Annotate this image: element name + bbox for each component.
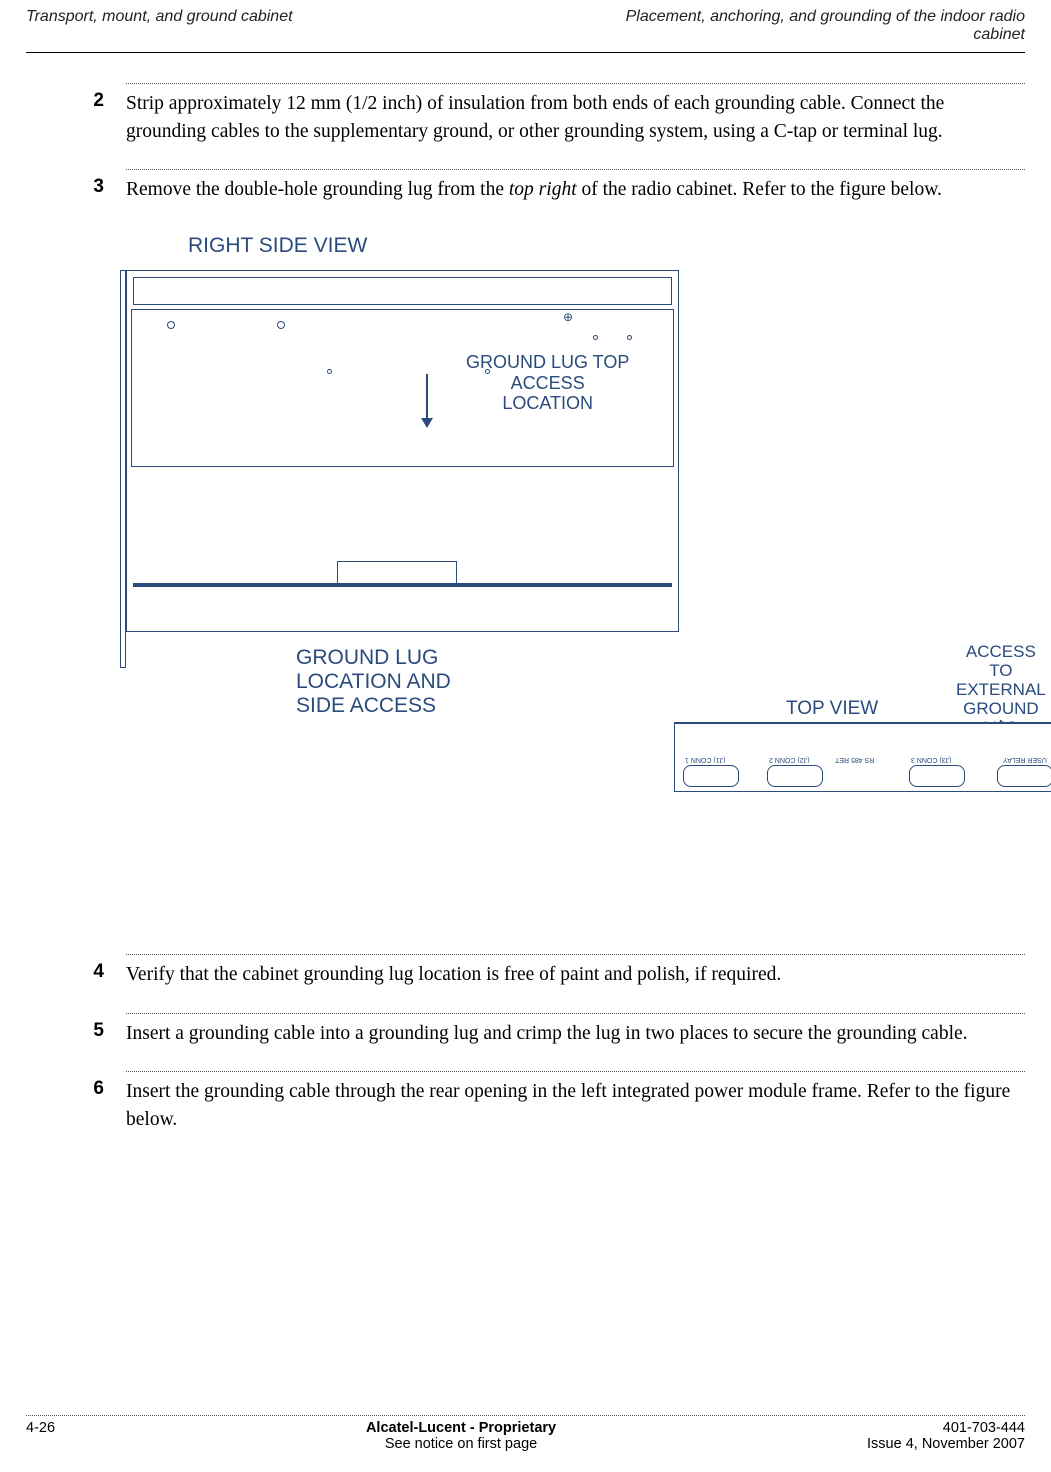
- footer-right-l1: 401-703-444: [943, 1420, 1025, 1436]
- footer-right: 401-703-444 Issue 4, November 2007: [867, 1420, 1025, 1452]
- content-area: 2 Strip approximately 12 mm (1/2 inch) o…: [0, 53, 1051, 1134]
- connector-relay: [997, 765, 1051, 787]
- hole-dot: [277, 321, 285, 329]
- arrow-down-icon: [426, 374, 428, 426]
- footer-rule: [26, 1415, 1025, 1416]
- step-divider: [126, 954, 1025, 955]
- step-text: Strip approximately 12 mm (1/2 inch) of …: [126, 90, 1025, 145]
- step-3: 3 Remove the double-hole grounding lug f…: [26, 176, 1025, 204]
- step-2: 2 Strip approximately 12 mm (1/2 inch) o…: [26, 90, 1025, 145]
- connector-label: (J2) CONN 2: [769, 756, 809, 763]
- right-side-view-box: ⊕: [126, 270, 679, 632]
- lbl-l1: ACCESS TO: [966, 642, 1036, 680]
- connector-label: (J1) CONN 1: [685, 756, 725, 763]
- side-base: [133, 583, 672, 587]
- header-right-l1: Placement, anchoring, and grounding of t…: [626, 8, 1025, 25]
- page-header: Transport, mount, and ground cabinet Pla…: [0, 0, 1051, 44]
- step-number: 3: [26, 176, 126, 204]
- top-view-box: (J1) CONN 1 (J2) CONN 2 RS 485 RET (J3) …: [674, 722, 1051, 792]
- footer-page-number: 4-26: [26, 1420, 55, 1436]
- step-divider: [126, 169, 1025, 170]
- cross-dot: ⊕: [563, 313, 572, 322]
- lbl-l3: SIDE ACCESS: [296, 694, 436, 717]
- step-number: 2: [26, 90, 126, 145]
- connector-j1: [683, 765, 739, 787]
- label-ground-lug-top: GROUND LUG TOP ACCESS LOCATION: [466, 352, 629, 414]
- step-6: 6 Insert the grounding cable through the…: [26, 1078, 1025, 1133]
- footer-center: Alcatel-Lucent - Proprietary See notice …: [366, 1420, 556, 1452]
- footer-row: 4-26 Alcatel-Lucent - Proprietary See no…: [26, 1420, 1025, 1452]
- header-right: Placement, anchoring, and grounding of t…: [626, 8, 1025, 44]
- step-4: 4 Verify that the cabinet grounding lug …: [26, 961, 1025, 989]
- connector-label: USER RELAY: [1003, 756, 1047, 763]
- step-text: Insert a grounding cable into a groundin…: [126, 1020, 1025, 1048]
- step-text: Verify that the cabinet grounding lug lo…: [126, 961, 1025, 989]
- lbl-l1: GROUND LUG: [296, 646, 438, 669]
- step-divider: [126, 83, 1025, 84]
- lbl-l2: LOCATION AND: [296, 670, 451, 693]
- lbl-l1: GROUND LUG TOP: [466, 352, 629, 372]
- step-number: 4: [26, 961, 126, 989]
- lbl-l3: GROUND: [963, 699, 1039, 718]
- step-number: 5: [26, 1020, 126, 1048]
- step-5: 5 Insert a grounding cable into a ground…: [26, 1020, 1025, 1048]
- lbl-l2: EXTERNAL: [956, 680, 1046, 699]
- side-top-strip: [133, 277, 672, 305]
- figure-title: RIGHT SIDE VIEW: [188, 234, 367, 258]
- step-number: 6: [26, 1078, 126, 1133]
- figure-ground-lug: RIGHT SIDE VIEW ⊕ GROUND LUG TOP ACCESS …: [126, 234, 1025, 914]
- step-text: Insert the grounding cable through the r…: [126, 1078, 1025, 1133]
- connector-label: (J3) CONN 3: [911, 756, 951, 763]
- label-ground-lug-side: GROUND LUG LOCATION AND SIDE ACCESS: [296, 646, 451, 718]
- lbl-l2: ACCESS: [511, 373, 585, 393]
- label-top-view: TOP VIEW: [786, 698, 878, 720]
- footer-center-l2: See notice on first page: [385, 1436, 537, 1452]
- step-3-post: of the radio cabinet. Refer to the figur…: [577, 179, 942, 200]
- connector-j2: [767, 765, 823, 787]
- step-text: Remove the double-hole grounding lug fro…: [126, 176, 1025, 204]
- footer-center-l1: Alcatel-Lucent - Proprietary: [366, 1420, 556, 1436]
- step-divider: [126, 1013, 1025, 1014]
- header-right-l2: cabinet: [973, 26, 1025, 43]
- connector-j3: [909, 765, 965, 787]
- side-shelf: [337, 561, 457, 585]
- step-3-em: top right: [509, 179, 577, 200]
- header-left: Transport, mount, and ground cabinet: [26, 8, 293, 44]
- step-divider: [126, 1071, 1025, 1072]
- hole-dot: [167, 321, 175, 329]
- footer-right-l2: Issue 4, November 2007: [867, 1436, 1025, 1452]
- lbl-l3: LOCATION: [502, 393, 593, 413]
- step-3-pre: Remove the double-hole grounding lug fro…: [126, 179, 509, 200]
- page-footer: 4-26 Alcatel-Lucent - Proprietary See no…: [0, 1415, 1051, 1452]
- connector-label: RS 485 RET: [835, 756, 874, 763]
